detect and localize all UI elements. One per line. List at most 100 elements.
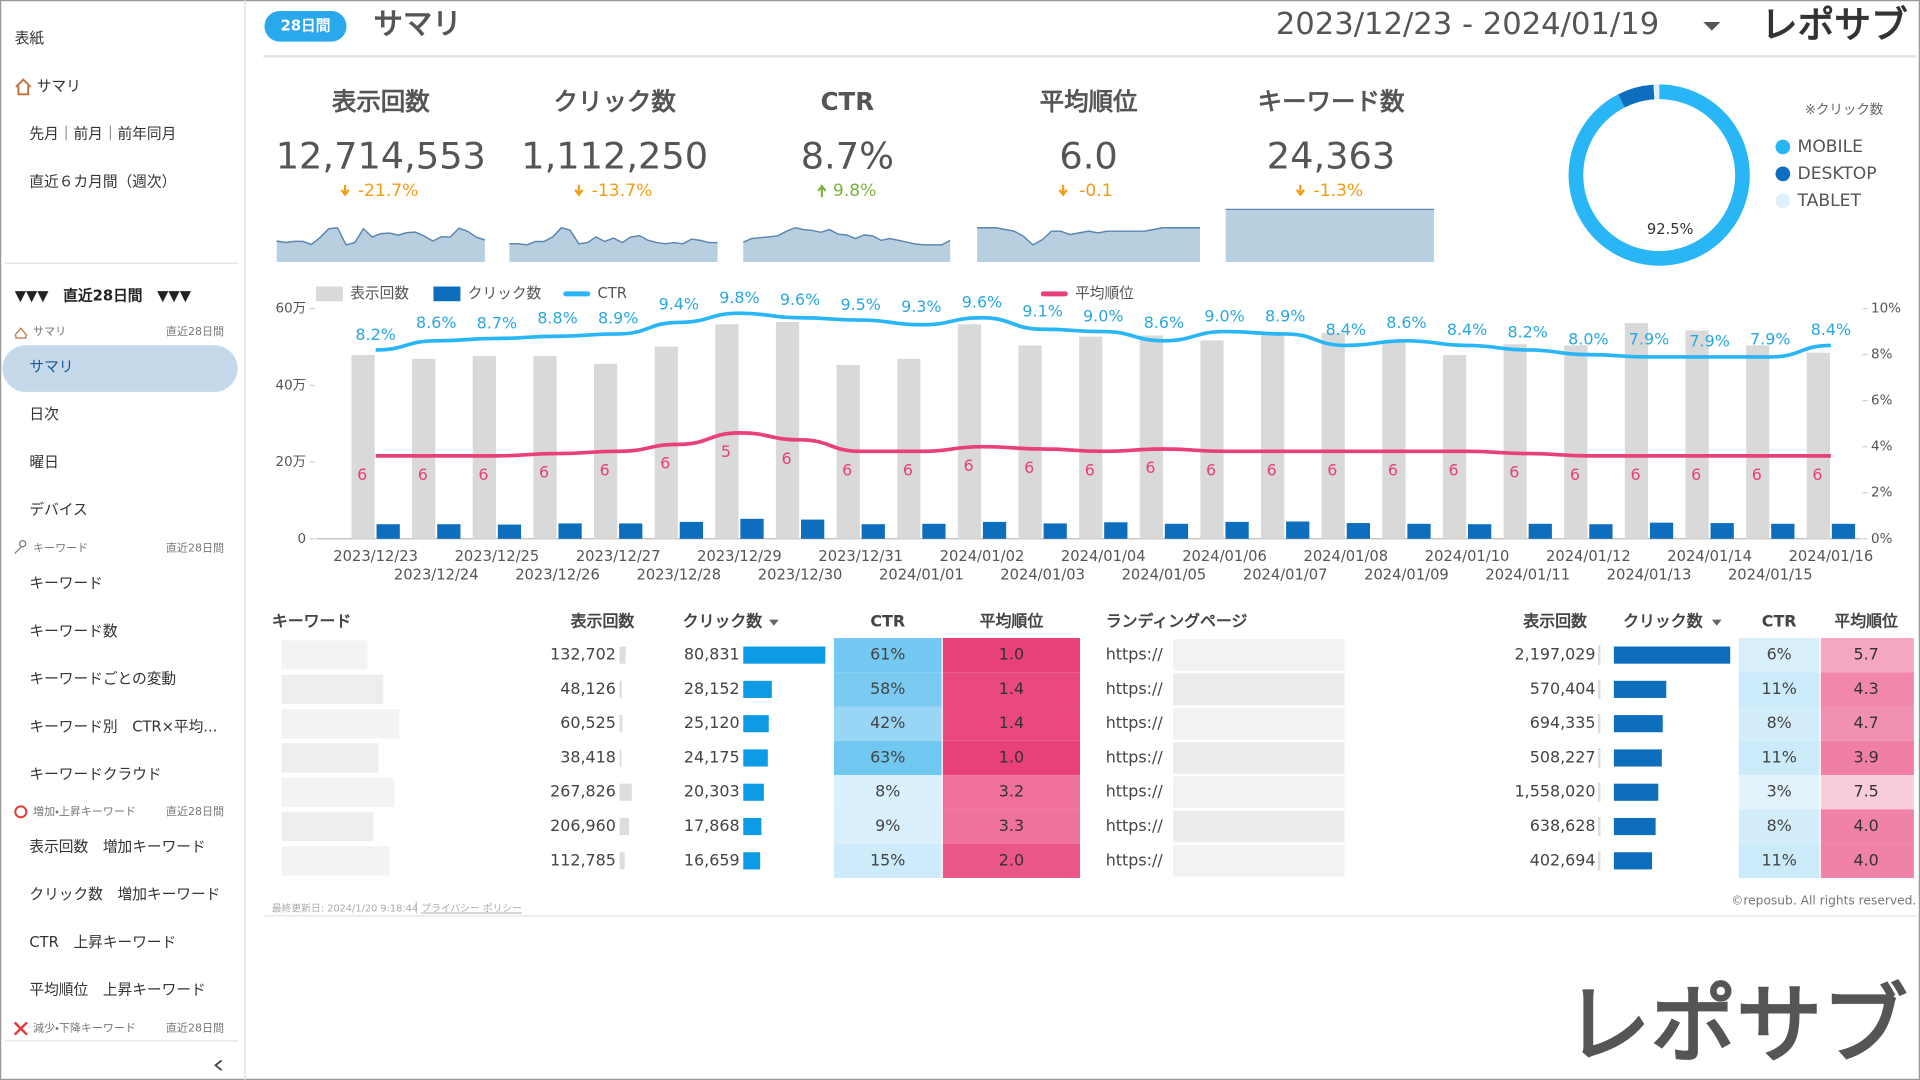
table-header: クリック数 [683, 612, 763, 631]
heat-cell [1820, 637, 1914, 673]
heat-cell [1738, 706, 1820, 741]
cell: https:// [1106, 679, 1164, 698]
data-label: 8.8% [537, 309, 577, 328]
section-title: 増加・上昇キーワード [33, 805, 136, 818]
data-label: 8.9% [1265, 306, 1305, 325]
data-label: 9.4% [659, 295, 699, 314]
nav-item[interactable]: キーワード [29, 575, 102, 592]
x-tick-label: 2024/01/05 [1122, 567, 1207, 584]
cell: 402,694 [1530, 850, 1596, 869]
heat-cell [1820, 706, 1914, 741]
date-range[interactable]: 2023/12/23 - 2024/01/19 [1276, 7, 1659, 42]
heat-cell [833, 706, 942, 741]
cell: 60,525 [560, 713, 616, 732]
legend-label: DESKTOP [1798, 164, 1877, 184]
bar [1771, 523, 1795, 539]
data-label: 8.6% [1144, 313, 1184, 332]
footer-updated: 最終更新日: 2024/1/20 9:18:44 [272, 902, 418, 915]
y2-tick-label: 6% [1871, 394, 1893, 409]
data-label: 7.9% [1689, 332, 1729, 351]
x-tick-label: 2023/12/26 [515, 567, 600, 584]
dropdown-arrow[interactable] [1703, 22, 1721, 31]
cell-bar [1613, 852, 1653, 870]
cell: 11% [1762, 850, 1797, 869]
nav-item[interactable]: サマリ [29, 358, 73, 375]
data-label: 6 [357, 465, 367, 484]
kpi-label: クリック数 [554, 87, 677, 116]
kpi-value: 24,363 [1267, 134, 1395, 177]
bar [437, 524, 461, 539]
sparkline [509, 227, 718, 263]
kpi-value: 1,112,250 [521, 134, 708, 177]
nav-item[interactable]: 曜日 [29, 454, 58, 471]
section-icon [14, 327, 28, 339]
data-label: 8.4% [1326, 320, 1366, 339]
cell-bar [743, 715, 769, 733]
nav-item[interactable]: CTR 上昇キーワード [29, 934, 176, 951]
nav-item[interactable]: 表示回数 増加キーワード [29, 838, 205, 855]
cell: 3.2 [999, 782, 1024, 801]
bar [1746, 345, 1770, 539]
data-label: 9.1% [1022, 302, 1062, 321]
data-label: 8.4% [1447, 320, 1487, 339]
data-label: 6 [1327, 460, 1337, 479]
nav-item[interactable]: キーワード数 [29, 623, 117, 640]
legend-swatch [315, 286, 343, 302]
cell: 4.7 [1853, 713, 1878, 732]
section-period: 直近28日間 [166, 805, 224, 818]
legend-swatch [1040, 291, 1068, 297]
nav-item[interactable]: クリック数 増加キーワード [29, 886, 220, 903]
bar [801, 519, 825, 539]
data-label: 6 [478, 465, 488, 484]
series-line [375, 431, 1831, 458]
cell: 508,227 [1530, 747, 1596, 766]
heat-cell [1738, 775, 1820, 810]
data-label: 6 [963, 456, 973, 475]
cell: 8% [875, 782, 900, 801]
x-tick-label: 2024/01/15 [1728, 567, 1813, 584]
nav-item[interactable]: 表紙 [15, 30, 45, 47]
nav-item[interactable]: キーワード別 CTR×平均... [29, 718, 217, 735]
nav-item[interactable]: デバイス [29, 501, 87, 519]
bar [376, 524, 400, 539]
sparkline-line [276, 226, 486, 246]
nav-item[interactable]: 日次 [29, 406, 59, 423]
nav-item[interactable]: 先月｜前月｜前年同月 [29, 126, 176, 143]
nav-item[interactable]: 平均順位 上昇キーワード [29, 982, 205, 999]
heat-cell [1738, 809, 1820, 844]
legend-dot [1775, 166, 1791, 182]
cell: 112,785 [550, 850, 616, 869]
cell-bar [743, 783, 764, 801]
heat-cell [1738, 672, 1820, 707]
cell: 28,152 [684, 679, 740, 698]
nav-item[interactable]: キーワードごとの変動 [29, 671, 176, 688]
x-tick-label: 2024/01/09 [1364, 567, 1449, 584]
cell: 58% [870, 679, 905, 698]
cell: 2,197,029 [1515, 645, 1596, 664]
bar [1685, 330, 1709, 539]
table-header: ランディングページ [1106, 612, 1248, 631]
privacy-link[interactable]: プライバシー ポリシー [421, 903, 522, 915]
collapse-button[interactable] [214, 1059, 223, 1071]
cell: https:// [1106, 713, 1164, 732]
cell: 2.0 [999, 850, 1024, 869]
x-tick-label: 2024/01/08 [1303, 548, 1388, 565]
kpi-value: 8.7% [801, 134, 894, 177]
data-label: 9.0% [1204, 306, 1244, 325]
bar [1225, 521, 1249, 539]
pie-slice [1618, 84, 1655, 108]
cell-bar [743, 646, 826, 664]
nav-item[interactable]: サマリ [37, 78, 81, 95]
nav-item[interactable]: 直近６カ月間（週次） [29, 173, 176, 190]
nav-item[interactable]: キーワードクラウド [29, 766, 161, 783]
kpi-label: 表示回数 [331, 87, 430, 116]
blurred-keyword [281, 674, 384, 705]
data-label: 6 [539, 463, 549, 482]
cell-bar [619, 852, 625, 870]
data-label: 6 [1206, 460, 1216, 479]
cell: 206,960 [550, 816, 616, 835]
legend-label: クリック数 [468, 285, 542, 302]
bar [982, 521, 1007, 539]
blurred-url [1173, 776, 1345, 809]
